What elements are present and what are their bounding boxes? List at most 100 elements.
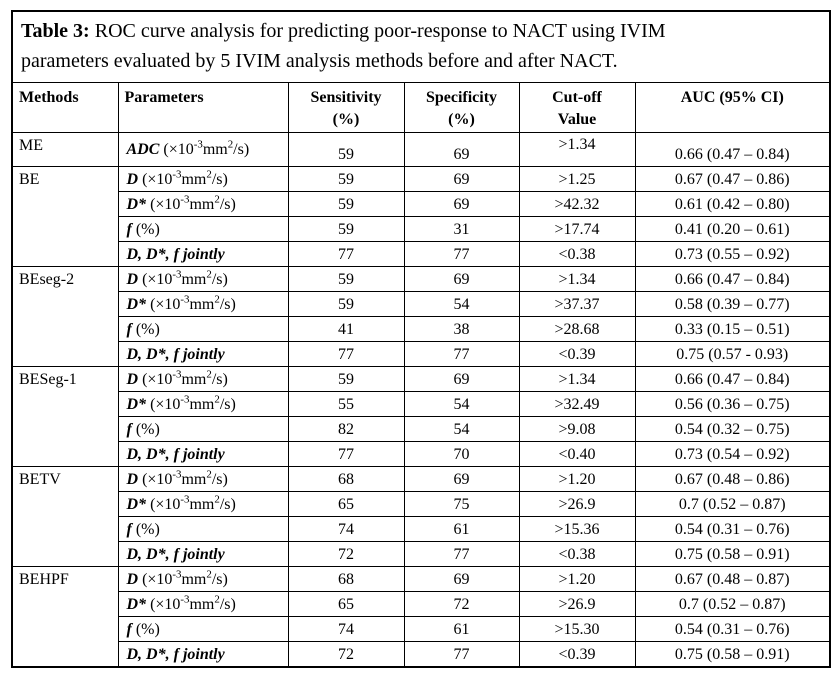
- col-header-methods: Methods: [11, 81, 119, 134]
- parameter-segment: -3: [180, 493, 190, 506]
- parameter-cell: D, D*, f jointly: [117, 441, 289, 468]
- parameter-segment: -3: [180, 393, 190, 406]
- parameter-segment: mm: [189, 495, 215, 513]
- sensitivity-cell: 59: [287, 132, 405, 168]
- table-row: D, D*, f jointly 77 77 <0.38 0.73 (0.55 – 0.…: [12, 241, 831, 268]
- col-header-cutoff: Cut-off Value: [518, 81, 636, 134]
- parameter-cell: D (×10-3mm2/s): [117, 466, 289, 493]
- cutoff-value-cell: >1.20: [518, 466, 636, 493]
- table-row: f (%) 59 31 >17.74 0.41 (0.20 – 0.61): [12, 216, 831, 243]
- specificity-cell: 61: [403, 516, 520, 543]
- header-line: (%): [448, 110, 475, 128]
- parameter-segment: D: [126, 370, 143, 388]
- parameter-segment: mm: [181, 370, 207, 388]
- parameter-segment: D, D*, f jointly: [126, 345, 225, 363]
- specificity-cell: 38: [403, 316, 520, 343]
- parameter-segment: (×10: [150, 295, 181, 313]
- title-line2: parameters evaluated by 5 IVIM analysis …: [21, 50, 618, 72]
- table-row: f (%) 74 61 >15.30 0.54 (0.31 – 0.76): [12, 616, 831, 643]
- table-row: BE D (×10-3mm2/s) 59 69 >1.25 0.67 (0.47 – 0.…: [11, 166, 831, 268]
- sensitivity-cell: 77: [287, 441, 405, 468]
- cutoff-value-cell: <0.39: [518, 341, 636, 368]
- parameter-segment: mm: [181, 170, 207, 188]
- method-cell: BEseg-2: [11, 266, 119, 368]
- header-line: Methods: [19, 89, 79, 106]
- specificity-cell: 77: [403, 241, 520, 268]
- auc-cell: 0.67 (0.47 – 0.86): [634, 166, 831, 193]
- table-row: f (%) 41 38 >28.68 0.33 (0.15 – 0.51): [12, 316, 831, 343]
- parameter-segment: D*: [126, 595, 151, 613]
- parameter-segment: -3: [172, 368, 182, 381]
- cutoff-value-cell: >1.34: [518, 366, 636, 393]
- cutoff-value-cell: >26.9: [518, 491, 636, 518]
- auc-cell: 0.33 (0.15 – 0.51): [634, 316, 831, 343]
- parameter-segment: 2: [206, 368, 212, 381]
- parameter-segment: f: [126, 520, 136, 538]
- header-line: AUC (95% CI): [680, 89, 784, 106]
- header-row: Methods Parameters Sensitivity (%) Speci…: [11, 81, 831, 134]
- parameter-segment: /s): [211, 270, 228, 288]
- parameter-segment: 2: [214, 493, 220, 506]
- parameter-segment: /s): [211, 370, 228, 388]
- header-line: (%): [332, 110, 360, 128]
- specificity-cell: 75: [403, 491, 520, 518]
- cutoff-value-cell: >37.37: [518, 291, 636, 318]
- parameter-segment: /s): [219, 395, 236, 413]
- parameter-segment: mm: [181, 470, 207, 488]
- sensitivity-cell: 74: [287, 616, 405, 643]
- parameter-segment: 2: [214, 193, 220, 206]
- parameter-segment: /s): [211, 170, 228, 188]
- parameter-segment: 2: [214, 293, 220, 306]
- parameter-segment: D*: [126, 395, 151, 413]
- parameter-segment: 2: [206, 468, 212, 481]
- table-row: BEHPF D (×10-3mm2/s) 68 69 >1.20 0.67 (0.48 –…: [11, 566, 831, 668]
- specificity-cell: 69: [403, 132, 520, 168]
- parameter-cell: ADC (×10-3mm2/s): [117, 132, 289, 168]
- parameter-cell: D (×10-3mm2/s): [117, 566, 289, 593]
- table-row: BETV D (×10-3mm2/s) 68 69 >1.20 0.67 (0.48 – …: [11, 466, 831, 568]
- auc-cell: 0.66 (0.47 – 0.84): [634, 266, 831, 293]
- specificity-cell: 69: [403, 266, 520, 293]
- sensitivity-cell: 59: [287, 166, 405, 193]
- parameter-segment: D: [126, 170, 143, 188]
- parameter-segment: /s): [219, 595, 236, 613]
- header-line: Sensitivity: [310, 89, 382, 106]
- auc-cell: 0.75 (0.57 - 0.93): [634, 341, 831, 368]
- sensitivity-cell: 72: [287, 541, 405, 568]
- parameter-segment: D: [126, 270, 143, 288]
- cutoff-value-cell: >15.30: [518, 616, 636, 643]
- method-cell: BE: [11, 166, 119, 268]
- sensitivity-cell: 72: [287, 641, 405, 668]
- sensitivity-cell: 59: [287, 291, 405, 318]
- auc-cell: 0.75 (0.58 – 0.91): [634, 641, 831, 668]
- specificity-cell: 69: [403, 166, 520, 193]
- auc-cell: 0.66 (0.47 – 0.84): [634, 366, 831, 393]
- specificity-cell: 31: [403, 216, 520, 243]
- header-line: Cut-off: [552, 89, 602, 106]
- parameter-segment: (×10: [150, 395, 181, 413]
- parameter-segment: D*: [126, 495, 151, 513]
- parameter-segment: mm: [189, 395, 215, 413]
- auc-cell: 0.41 (0.20 – 0.61): [634, 216, 831, 243]
- parameter-cell: f (%): [117, 416, 289, 443]
- auc-cell: 0.7 (0.52 – 0.87): [634, 491, 831, 518]
- parameter-cell: D* (×10-3mm2/s): [117, 391, 289, 418]
- table-row: D* (×10-3mm2/s) 65 75 >26.9 0.7 (0.52 – 0.87…: [12, 491, 831, 518]
- parameter-cell: D* (×10-3mm2/s): [117, 191, 289, 218]
- sensitivity-cell: 59: [287, 191, 405, 218]
- parameter-segment: f: [126, 420, 136, 438]
- parameter-segment: (×10: [142, 270, 173, 288]
- title-line1: ROC curve analysis for predicting poor-r…: [94, 20, 666, 42]
- parameter-segment: 2: [214, 593, 220, 606]
- table-row: D, D*, f jointly 77 70 <0.40 0.73 (0.54 – 0.…: [12, 441, 831, 468]
- parameter-cell: D* (×10-3mm2/s): [117, 491, 289, 518]
- parameter-segment: mm: [189, 195, 215, 213]
- sensitivity-cell: 41: [287, 316, 405, 343]
- table-row: D, D*, f jointly 72 77 <0.38 0.75 (0.58 – 0.…: [12, 541, 831, 568]
- specificity-cell: 69: [403, 191, 520, 218]
- parameter-cell: f (%): [117, 616, 289, 643]
- parameter-segment: -3: [180, 593, 190, 606]
- auc-cell: 0.58 (0.39 – 0.77): [634, 291, 831, 318]
- table-row: D* (×10-3mm2/s) 65 72 >26.9 0.7 (0.52 – 0.87…: [12, 591, 831, 618]
